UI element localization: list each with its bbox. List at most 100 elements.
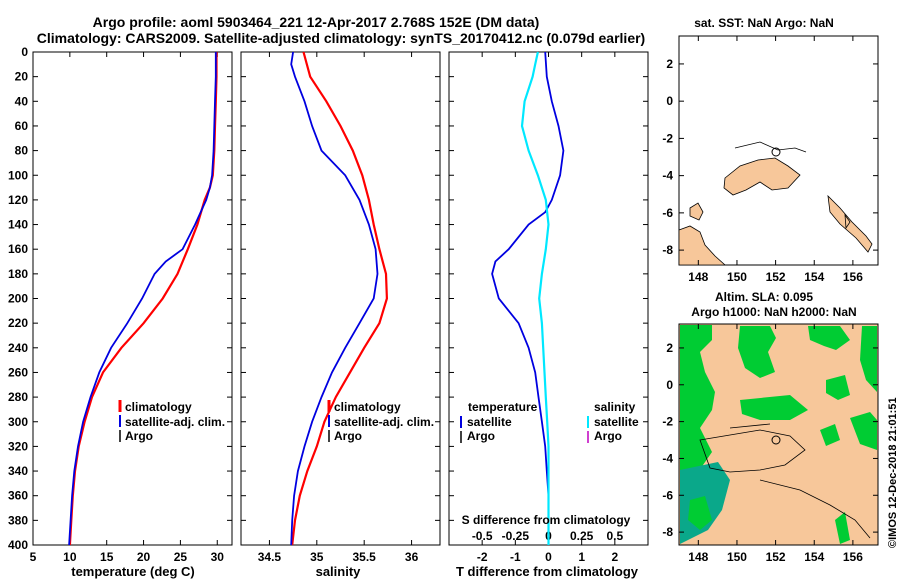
- lat-tick-label: -4: [662, 451, 673, 465]
- title-line-1: Argo profile: aoml 5903464_221 12-Apr-20…: [93, 14, 540, 30]
- depth-tick-label: 140: [8, 218, 28, 232]
- legend-argo-label: Argo: [334, 429, 362, 443]
- legend-temperature-heading: temperature: [468, 400, 538, 414]
- x2-tick-label: 0.5: [606, 529, 623, 543]
- lon-tick-label: 150: [727, 550, 747, 564]
- legend-sat-label: satellite-adj. clim.: [125, 415, 225, 429]
- x-tick-label: 35.5: [353, 550, 377, 564]
- x-tick-label: -1: [510, 550, 521, 564]
- x2-tick-label: -0.5: [472, 529, 493, 543]
- x2-tick-label: 0.25: [570, 529, 594, 543]
- depth-tick-label: 240: [8, 341, 28, 355]
- lon-tick-label: 154: [804, 550, 824, 564]
- x-tick-label: 36: [405, 550, 419, 564]
- sla-map: Altim. SLA: 0.095 Argo h1000: NaN h2000:…: [662, 290, 879, 564]
- legend-clim-label: climatology: [125, 400, 192, 414]
- lat-tick-label: -6: [662, 488, 673, 502]
- x-tick-label: -2: [477, 550, 488, 564]
- legend-salinity-heading: salinity: [594, 400, 636, 414]
- sst-map-title: sat. SST: NaN Argo: NaN: [694, 16, 834, 30]
- lat-tick-label: 2: [666, 341, 673, 355]
- legend-targo-label: Argo: [467, 429, 495, 443]
- depth-tick-label: 260: [8, 365, 28, 379]
- lat-tick-label: -6: [662, 206, 673, 220]
- legend-sargo-label: Argo: [594, 429, 622, 443]
- series-line-temperature-satellite: [491, 51, 565, 545]
- lon-tick-label: 148: [688, 270, 708, 284]
- imos-credit: ©IMOS 12-Dec-2018 21:01:51: [887, 397, 899, 548]
- sla-map-fill: [680, 325, 877, 544]
- difference-legend: temperature salinity satellite Argo sate…: [460, 400, 639, 527]
- lon-tick-label: 156: [843, 270, 863, 284]
- series-line-climatology: [68, 52, 218, 546]
- x-tick-label: 10: [63, 550, 77, 564]
- depth-tick-label: 100: [8, 168, 28, 182]
- lon-tick-label: 150: [727, 270, 747, 284]
- lon-tick-label: 148: [688, 550, 708, 564]
- depth-tick-label: 280: [8, 390, 28, 404]
- title-line-2: Climatology: CARS2009. Satellite-adjuste…: [37, 30, 645, 46]
- temperature-legend: climatology satellite-adj. clim. Argo: [118, 400, 225, 443]
- x-tick-label: 35: [310, 550, 324, 564]
- salinity-plot: 34.5 35 35.5 36: [240, 51, 441, 564]
- temperature-xlabel: temperature (deg C): [71, 564, 195, 579]
- lat-tick-label: 0: [666, 378, 673, 392]
- salinity-xlabel: salinity: [316, 564, 362, 579]
- difference-plot: -2 -1 0 1 2-0.5 -0.25 0 0.25 0.5: [448, 51, 649, 564]
- x-tick-label: 30: [211, 550, 225, 564]
- lat-tick-label: -4: [662, 169, 673, 183]
- salinity-legend: climatology satellite-adj. clim. Argo: [327, 400, 434, 443]
- lon-tick-label: 154: [804, 270, 824, 284]
- tdiff-xlabel: T difference from climatology: [456, 564, 639, 579]
- argo-float-marker: [771, 435, 781, 445]
- temperature-plot: 5 10 15 20 25 30: [30, 51, 233, 564]
- temperature-axes-frame: [32, 51, 233, 546]
- depth-tick-label: 380: [8, 513, 28, 527]
- depth-tick-label: 340: [8, 464, 28, 478]
- x-tick-label: 20: [137, 550, 151, 564]
- depth-tick-label: 60: [15, 119, 29, 133]
- lon-tick-label: 152: [766, 270, 786, 284]
- depth-tick-label: 80: [15, 144, 29, 158]
- lat-tick-label: 0: [666, 94, 673, 108]
- sla-map-title: Altim. SLA: 0.095: [715, 290, 813, 304]
- legend-sat-label: satellite-adj. clim.: [334, 415, 434, 429]
- lat-tick-label: -8: [662, 243, 673, 257]
- legend-tsat-label: satellite: [467, 415, 512, 429]
- x-tick-label: 25: [174, 550, 188, 564]
- depth-tick-label: 0: [21, 45, 28, 59]
- x-tick-label: 0: [545, 550, 552, 564]
- lon-tick-label: 152: [766, 550, 786, 564]
- series-line-salinity-satellite: [520, 51, 550, 545]
- series-line-climatology: [291, 51, 389, 546]
- legend-ssat-label: satellite: [594, 415, 639, 429]
- x2-tick-label: -0.25: [502, 529, 530, 543]
- legend-clim-label: climatology: [334, 400, 401, 414]
- legend-argo-label: Argo: [125, 429, 153, 443]
- lat-tick-label: -2: [662, 415, 673, 429]
- depth-tick-label: 120: [8, 193, 28, 207]
- series-line-satellite-adj-clim-: [68, 52, 217, 546]
- lat-tick-label: -2: [662, 131, 673, 145]
- depth-tick-label: 200: [8, 292, 28, 306]
- x-tick-label: 2: [611, 550, 618, 564]
- sdiff-axis-label: S difference from climatology: [462, 513, 631, 527]
- argo-float-marker: [771, 147, 781, 157]
- depth-tick-label: 220: [8, 316, 28, 330]
- depth-tick-label: 300: [8, 415, 28, 429]
- x-tick-label: 34.5: [258, 550, 282, 564]
- lat-tick-label: 2: [666, 57, 673, 71]
- depth-tick-label: 320: [8, 439, 28, 453]
- x-tick-label: 1: [578, 550, 585, 564]
- lat-tick-label: -8: [662, 525, 673, 539]
- depth-tick-label: 360: [8, 489, 28, 503]
- depth-tick-label: 20: [15, 70, 29, 84]
- sst-map-land: [678, 141, 873, 266]
- x-tick-label: 15: [100, 550, 114, 564]
- x-tick-label: 5: [30, 550, 37, 564]
- depth-tick-label: 400: [8, 538, 28, 552]
- depth-tick-label: 180: [8, 267, 28, 281]
- argo-depth-title: Argo h1000: NaN h2000: NaN: [691, 305, 856, 319]
- sst-map: sat. SST: NaN Argo: NaN 2 0 -2 -4 -6 -8 148 150…: [662, 16, 879, 284]
